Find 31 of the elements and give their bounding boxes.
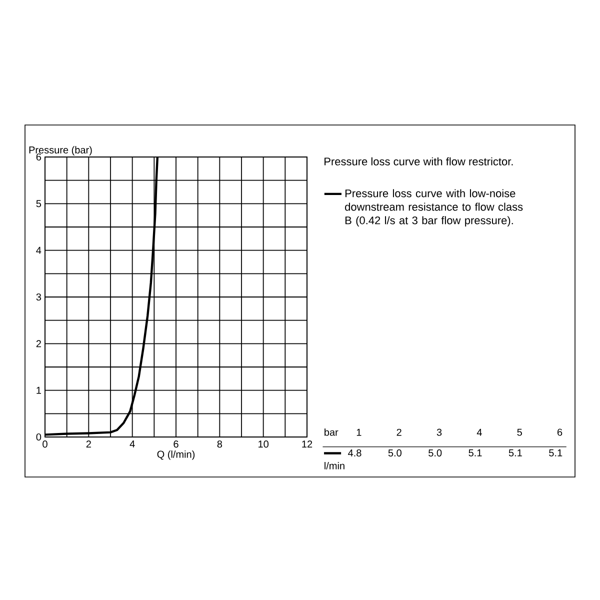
text: 5.1 [508, 449, 522, 456]
text: 5.0 [428, 449, 442, 456]
text: 4 [476, 428, 482, 436]
y-tick-label: 1 [36, 386, 41, 394]
x-tick-label: 2 [86, 440, 91, 448]
y-tick-label: 5 [36, 200, 42, 208]
text: bar [324, 428, 338, 436]
x-tick-label: 8 [217, 440, 222, 448]
y-tick-label: 3 [36, 293, 42, 301]
x-axis-title: Q (l/min) [157, 450, 195, 460]
legend-label: Pressure loss curve with low-noise downstream resistance to flow class B (0.42 l/s at 3 bar flow pressure). [345, 189, 523, 226]
text: Pressure loss curve with flow restrictor. [324, 157, 513, 166]
x-tick-label: 12 [302, 440, 312, 448]
text: 2 [396, 428, 402, 436]
y-tick-label: 4 [36, 246, 42, 254]
x-tick-label: 6 [174, 440, 178, 448]
y-tick-label: 6 [36, 153, 42, 161]
text: 5.0 [388, 449, 402, 456]
text: 5 [517, 428, 522, 436]
text: 6 [558, 428, 562, 436]
text: 5.1 [549, 449, 562, 456]
text: 5.1 [468, 449, 482, 456]
x-tick-label: 4 [130, 440, 135, 448]
y-tick-label: 2 [36, 340, 41, 348]
text: 1 [356, 428, 362, 436]
x-tick-label: 0 [42, 440, 48, 448]
text: 4.8 [348, 449, 362, 456]
x-tick-label: 10 [258, 440, 269, 448]
text: 3 [436, 428, 442, 436]
y-tick-label: 0 [36, 433, 42, 441]
text: l/min [324, 462, 344, 470]
